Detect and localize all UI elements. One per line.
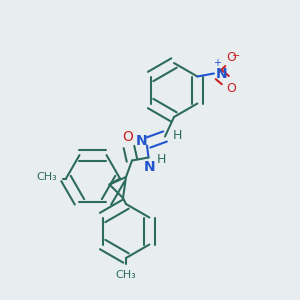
Text: N: N <box>135 134 147 148</box>
Text: N: N <box>144 160 156 174</box>
Text: −: − <box>232 51 240 61</box>
Text: +: + <box>214 58 221 68</box>
Text: O: O <box>122 130 133 144</box>
Text: N: N <box>215 67 227 80</box>
Text: H: H <box>157 152 166 166</box>
Text: O: O <box>226 82 236 95</box>
Text: CH₃: CH₃ <box>36 172 57 182</box>
Text: O: O <box>226 51 236 64</box>
Text: CH₃: CH₃ <box>116 270 136 280</box>
Text: H: H <box>172 128 182 142</box>
